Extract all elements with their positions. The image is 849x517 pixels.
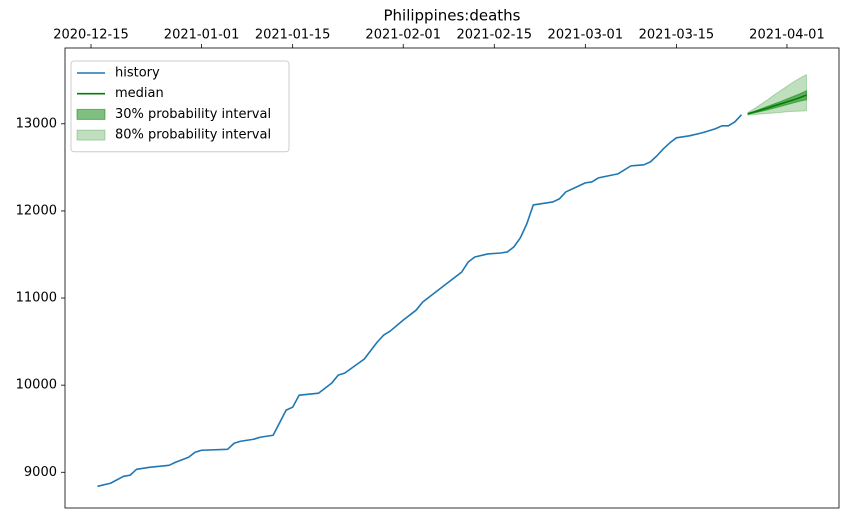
x-tick-label: 2021-02-15 [456, 28, 532, 43]
x-tick-label: 2021-03-01 [548, 28, 624, 43]
legend-label: median [115, 86, 164, 101]
legend-label: 80% probability interval [115, 128, 271, 143]
legend-label: history [115, 66, 160, 81]
series-line [97, 114, 743, 488]
series-line [747, 94, 807, 115]
y-tick-label: 11000 [16, 291, 57, 306]
legend-label: 30% probability interval [115, 107, 271, 122]
interval-band [747, 73, 807, 116]
chart-title: Philippines:deaths [383, 7, 520, 25]
interval-band [747, 89, 807, 115]
x-tick-label: 2021-01-01 [164, 28, 240, 43]
plot-area [64, 47, 840, 509]
x-tick-label: 2021-03-15 [639, 28, 715, 43]
legend-box [70, 60, 290, 153]
y-tick-label: 10000 [16, 378, 57, 393]
y-tick-label: 12000 [16, 203, 57, 218]
legend-swatch [76, 129, 106, 141]
legend-swatch [76, 108, 106, 120]
x-tick-label: 2021-01-15 [255, 28, 331, 43]
x-tick-label: 2021-04-01 [749, 28, 825, 43]
y-tick-label: 9000 [24, 465, 57, 480]
legend: history median 30% probability interval 80%… [70, 60, 290, 153]
x-tick-label: 2021-02-01 [365, 28, 441, 43]
x-tick-label: 2020-12-15 [53, 28, 129, 43]
y-tick-label: 13000 [16, 116, 57, 131]
